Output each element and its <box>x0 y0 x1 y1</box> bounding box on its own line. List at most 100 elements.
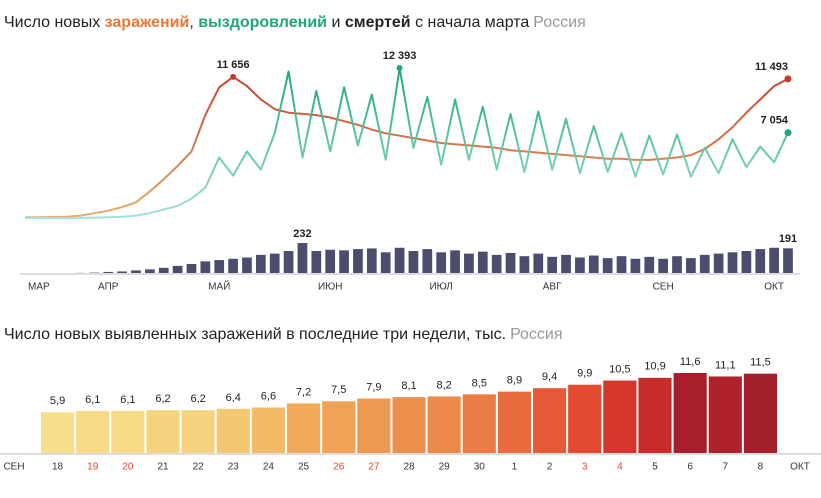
data-label: 11,1 <box>715 359 736 371</box>
title-part: с начала марта <box>415 14 530 31</box>
bar <box>297 243 308 273</box>
bar <box>325 249 336 273</box>
chart-title: Число новых заражений, выздоровлений и с… <box>4 14 586 32</box>
x-tick-label: АПР <box>98 282 119 293</box>
data-label: 7,2 <box>296 386 311 398</box>
data-label: 6,2 <box>190 393 205 405</box>
data-label: 11 493 <box>755 61 788 73</box>
bar <box>699 254 710 273</box>
subtitle: Россия <box>533 14 586 31</box>
bar <box>755 249 766 273</box>
data-label: 232 <box>293 228 311 240</box>
bar <box>322 401 356 453</box>
data-label: 10,9 <box>644 361 665 373</box>
title-part: , <box>189 14 194 31</box>
data-label: 5,9 <box>50 395 65 407</box>
bar <box>603 380 637 453</box>
bar <box>464 253 474 273</box>
x-tick-label: МАР <box>28 282 50 293</box>
data-label: 11,5 <box>750 357 771 369</box>
bar <box>76 410 110 453</box>
chart-title: Число новых выявленных заражений в после… <box>4 326 563 344</box>
bar <box>111 410 145 453</box>
bar <box>686 258 696 273</box>
bar <box>158 267 169 273</box>
x-tick-label: 19 <box>87 462 99 473</box>
title-part: и <box>331 14 341 31</box>
bar <box>561 254 571 273</box>
bar <box>477 251 488 273</box>
data-label: 8,5 <box>472 377 487 389</box>
x-tick-label: 27 <box>368 462 380 473</box>
data-label: 6,4 <box>226 392 241 404</box>
bar <box>616 256 627 273</box>
x-tick-label: 30 <box>474 462 486 473</box>
end-dot <box>784 75 792 83</box>
end-dot <box>784 129 792 137</box>
x-tick-label: 26 <box>333 462 345 473</box>
peak-dot <box>396 65 403 71</box>
bar <box>713 253 724 273</box>
bar <box>422 249 433 273</box>
bar <box>491 254 502 273</box>
bar <box>392 397 426 453</box>
x-tick-label: СЕН <box>653 282 674 293</box>
bar <box>41 412 75 453</box>
bar <box>769 247 779 273</box>
bar <box>658 258 669 273</box>
bar <box>783 248 793 273</box>
bar <box>727 252 738 273</box>
bar <box>519 256 530 273</box>
bar <box>533 388 567 453</box>
data-label: 8,9 <box>507 375 522 387</box>
bar <box>505 252 516 273</box>
legend-entry: смертей <box>344 14 411 31</box>
data-label: 7,5 <box>331 384 346 396</box>
bar <box>311 251 322 273</box>
bar <box>672 256 682 273</box>
bar <box>380 252 391 273</box>
bar <box>269 253 280 273</box>
bar <box>255 254 266 273</box>
bar <box>673 373 707 453</box>
bar <box>172 265 183 273</box>
line <box>25 67 789 219</box>
data-label: 7 054 <box>760 115 788 127</box>
bar <box>144 269 155 273</box>
bar <box>357 398 391 453</box>
x-tick-label: МАЙ <box>208 280 230 293</box>
data-label: 7,9 <box>366 381 381 393</box>
bar <box>214 260 225 273</box>
x-tick-label: 24 <box>263 462 275 473</box>
x-tick-label: ИЮЛ <box>429 282 452 293</box>
x-tick-label: 18 <box>52 462 64 473</box>
bar <box>575 257 585 273</box>
legend-entry: выздоровлений <box>198 14 327 31</box>
bar <box>394 247 405 273</box>
x-tick-label: 23 <box>228 462 240 473</box>
data-label: 11 656 <box>217 59 250 71</box>
data-label: 6,6 <box>261 390 276 402</box>
bar <box>251 407 285 453</box>
x-tick-label: 2 <box>547 462 553 473</box>
title-part: Число новых выявленных заражений в после… <box>4 326 507 343</box>
bar <box>228 258 238 273</box>
data-label: 12 393 <box>383 50 417 62</box>
subtitle: Россия <box>510 326 563 343</box>
x-tick-label: 21 <box>157 462 169 473</box>
bar <box>408 251 419 273</box>
x-tick-label: 25 <box>298 462 310 473</box>
data-label: 6,1 <box>85 394 100 406</box>
bar <box>547 256 558 273</box>
x-tick-label: АВГ <box>543 282 562 293</box>
bar <box>436 252 447 273</box>
bar <box>602 258 613 273</box>
bar <box>216 408 250 453</box>
data-label: 6,1 <box>120 394 135 406</box>
bar <box>200 261 211 273</box>
x-tick-label: 20 <box>122 462 134 473</box>
month-label: ОКТ <box>790 462 810 473</box>
x-tick-label: ИЮН <box>318 282 343 293</box>
x-tick-label: 7 <box>723 462 729 473</box>
title-part: Число новых <box>4 14 101 31</box>
